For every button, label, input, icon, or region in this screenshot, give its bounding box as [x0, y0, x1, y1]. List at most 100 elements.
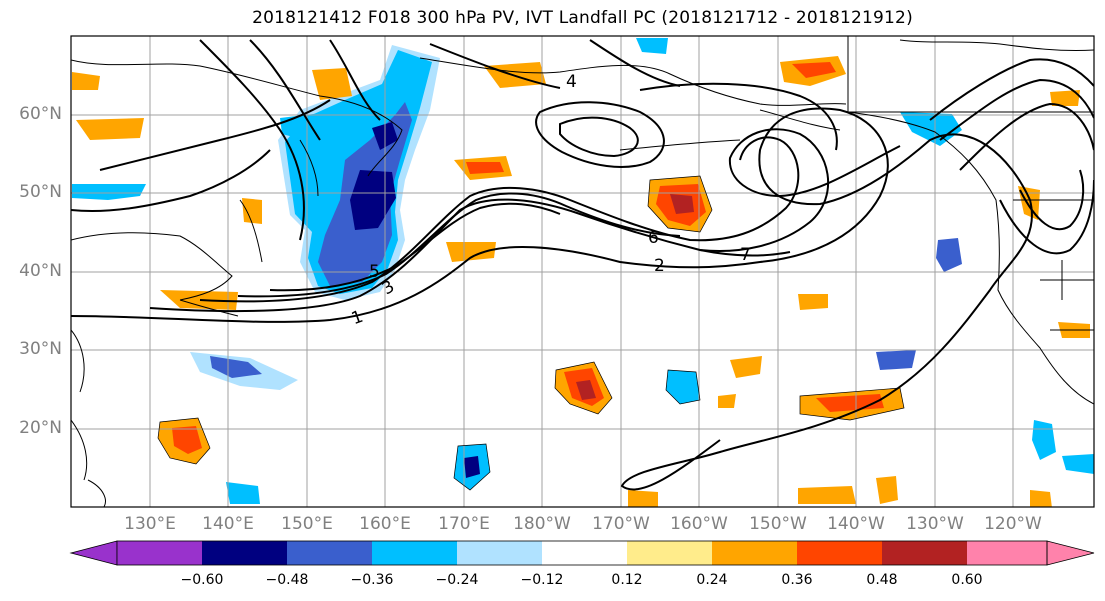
pv-contour-label: 6: [648, 228, 659, 248]
colorbar-tick-label: −0.12: [520, 572, 564, 588]
ivt-outlines: [157, 175, 905, 491]
pv-contour-label: 2: [654, 256, 665, 276]
colorbar-bin-10: [882, 541, 967, 565]
colorbar-bin-8: [712, 541, 797, 565]
coastlines: [71, 36, 1094, 507]
colorbar-bin-3: [287, 541, 372, 565]
ivt-pos-east-top: [1050, 90, 1080, 106]
colorbar-tick-label: −0.60: [180, 572, 224, 588]
lat-label-20n: 20°N: [19, 418, 62, 438]
lat-label-40n: 40°N: [19, 261, 62, 281]
ivt-neg-alaska-coast: [900, 112, 962, 146]
pv-contour-14: [199, 39, 305, 241]
pv-contour-2: [149, 128, 901, 313]
colorbar-tick-label: 0.12: [611, 572, 643, 588]
lon-label: 140°W: [827, 514, 885, 534]
colorbar-bin-7: [627, 541, 712, 565]
ivt-pos-south-120w: [1030, 490, 1052, 507]
lon-label: 150°E: [281, 514, 333, 534]
ivt-neg-philippine: [226, 482, 260, 504]
ivt-neg-140w: [876, 350, 916, 370]
ivt-pos-west-coast: [1018, 186, 1040, 220]
lon-label: 160°W: [670, 514, 728, 534]
lat-label-60n: 60°N: [19, 104, 62, 124]
colorbar-bin-11: [967, 541, 1047, 565]
colorbar-frame: [116, 540, 1048, 566]
ivt-pos-west-edge-top: [72, 72, 100, 90]
lon-label: 180°W: [513, 514, 571, 534]
colorbar-extend-low: [69, 540, 118, 566]
ivt-pos-140e-red: [172, 426, 202, 454]
colorbar-tick-label: −0.36: [350, 572, 394, 588]
pv-contour-label: 4: [566, 72, 577, 92]
colorbar-tick-label: 0.36: [781, 572, 813, 588]
ivt-neg-130w: [936, 238, 962, 272]
lat-label-50n: 50°N: [19, 182, 62, 202]
ivt-pos-west-edge-north: [76, 118, 144, 140]
lon-label: 130°E: [124, 514, 176, 534]
ivt-pos-south-165w: [628, 490, 658, 507]
ivt-pos-160w-core: [670, 194, 694, 214]
ivt-neg-west-edge: [72, 184, 146, 200]
pv-contour-17: [99, 99, 331, 171]
pv-contour-15: [249, 39, 321, 141]
colorbar: [69, 540, 1095, 566]
pv-contour-1: [71, 107, 1033, 491]
lon-label: 150°W: [749, 514, 807, 534]
ivt-pos-south-130w: [876, 476, 898, 504]
pv-contour-12: [999, 179, 1094, 255]
ivt-pos-japan: [160, 290, 238, 310]
ivt-neg-east-edge2: [1062, 454, 1094, 474]
pv-contour-label: 5: [369, 262, 380, 282]
colorbar-tick-label: 0.60: [951, 572, 983, 588]
pv-contour-7: [559, 116, 639, 158]
ivt-pos-south-160w: [798, 486, 856, 504]
ivt-pos-okhotsk: [312, 68, 352, 100]
pv-contour-21: [699, 249, 791, 257]
pv-contour-16: [329, 39, 381, 121]
lon-label: 140°E: [202, 514, 254, 534]
lat-label-30n: 30°N: [19, 339, 62, 359]
colorbar-tick-label: 0.24: [696, 572, 728, 588]
pv-contour-8: [639, 82, 838, 151]
colorbar-bin-1: [117, 541, 202, 565]
lon-label: 160°E: [359, 514, 411, 534]
colorbar-tick-label: −0.24: [435, 572, 479, 588]
pv-contour-5: [269, 202, 561, 292]
map-frame: [70, 35, 1095, 508]
pv-contour-11: [959, 102, 1094, 171]
colorbar-bin-2: [202, 541, 287, 565]
pv-contour-13: [1019, 169, 1085, 231]
ivt-pos-gulf-alaska-red: [792, 62, 836, 78]
lon-label: 170°E: [438, 514, 490, 534]
colorbar-tick-label: −0.48: [265, 572, 309, 588]
pv-contour-9: [929, 58, 1094, 121]
ivt-pos-170w-core: [576, 380, 596, 400]
map-graticule: [71, 36, 1094, 507]
pv-contour-6: [535, 101, 665, 168]
colorbar-extend-high: [1046, 540, 1095, 566]
ivt-neg-east-edge: [1032, 420, 1056, 460]
pv-contour-label: 7: [740, 245, 751, 265]
ivt-pos-145w-red: [816, 394, 884, 412]
colorbar-tick-label: 0.48: [866, 572, 898, 588]
pv-contour-10: [939, 78, 1094, 141]
ivt-neg-north-top: [636, 38, 668, 54]
colorbar-bin-4: [372, 541, 457, 565]
pv-contour-3: [199, 136, 800, 303]
map-title: 2018121412 F018 300 hPa PV, IVT Landfall…: [252, 8, 913, 28]
lon-label: 120°W: [984, 514, 1042, 534]
pv-contour-18: [71, 149, 271, 213]
colorbar-bin-6: [542, 541, 627, 565]
pv-contours: [71, 39, 1094, 491]
pv-contour-4: [237, 192, 681, 298]
ivt-pos-small-155w: [718, 394, 736, 408]
ivt-pos-150w-small2: [798, 294, 828, 310]
lon-label: 130°W: [906, 514, 964, 534]
ivt-pos-172e: [446, 242, 496, 262]
ivt-neg-south-honshu-core: [210, 356, 262, 378]
ivt-anomaly-shading: [72, 38, 1094, 507]
lon-label: 170°W: [592, 514, 650, 534]
pv-contour-20: [589, 39, 681, 87]
ivt-pos-aleutian-west-red: [466, 162, 504, 174]
